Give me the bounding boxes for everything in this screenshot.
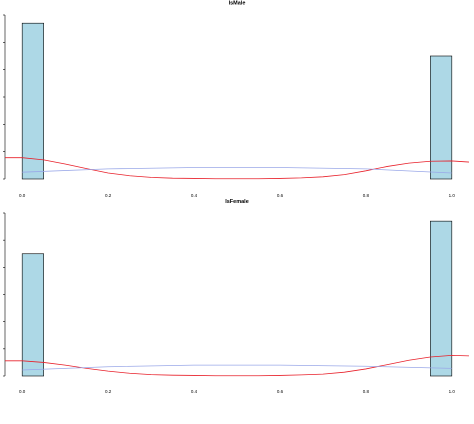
x-tick-label: 0.8 [363,389,370,394]
x-tick-label: 1.0 [449,193,456,198]
histogram-bar [430,55,453,180]
histogram-bar [430,220,453,377]
x-tick-label: 0.0 [19,193,26,198]
density-curve [5,354,470,377]
histogram-bar [21,253,44,377]
x-tick-label: 0.6 [277,193,284,198]
x-tick-label: 1.0 [449,389,456,394]
x-tick-label: 0.0 [19,389,26,394]
density-curve [22,364,452,371]
panel-isfemale: IsFemale 0.0 0.2 0.4 0.6 0.8 1.0 [3,199,470,394]
histogram-bar [21,22,44,180]
x-tick-label: 0.2 [105,193,112,198]
panel-title-ismale: IsMale [229,1,246,7]
x-tick-label: 0.4 [191,193,198,198]
x-tick-label: 0.2 [105,389,112,394]
density-curve [22,167,452,174]
x-tick-label: 0.4 [191,389,198,394]
panel-title-isfemale: IsFemale [225,199,249,205]
x-tick-label: 0.6 [277,389,284,394]
panel-ismale: IsMale 0.0 0.2 0.4 0.6 0.8 1.0 [3,1,470,198]
x-tick-label: 0.8 [363,193,370,198]
density-curve [5,157,470,180]
